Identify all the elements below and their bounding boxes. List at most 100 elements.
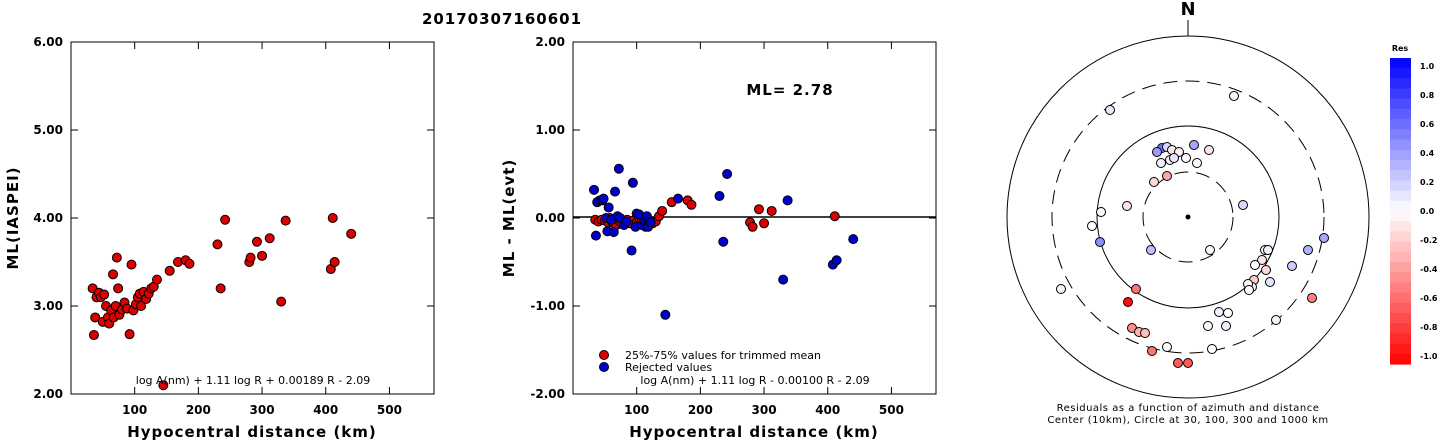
station-residual-point <box>1156 158 1166 168</box>
left-y-axis-label: ML(IASPEI) <box>4 166 22 269</box>
rejected-point <box>589 184 600 195</box>
data-point <box>158 380 169 391</box>
data-point <box>329 257 340 267</box>
x-tick-label: 500 <box>377 403 402 417</box>
station-residual-point <box>1261 265 1271 275</box>
data-point <box>151 274 162 285</box>
rejected-point <box>831 255 842 266</box>
left-x-axis-label: Hypocentral distance (km) <box>127 423 377 441</box>
colorbar-cell <box>1390 68 1411 79</box>
colorbar-cell <box>1390 262 1411 273</box>
station-residual-point <box>1207 344 1217 354</box>
y-tick-label: 6.00 <box>33 35 63 49</box>
trimmed-point <box>766 205 777 216</box>
colorbar-cell <box>1390 109 1411 120</box>
figure-title: 20170307160601 <box>422 10 582 28</box>
polar-caption-line1: Residuals as a function of azimuth and d… <box>1057 403 1320 414</box>
x-tick-label: 200 <box>688 403 713 417</box>
dashed-circle-30km <box>1142 171 1234 263</box>
y-tick-label: -2.00 <box>530 387 565 401</box>
rejected-point <box>848 234 859 245</box>
data-point <box>88 330 99 341</box>
colorbar-tick-label: -0.6 <box>1420 294 1437 303</box>
colorbar-tick-label: 0.2 <box>1420 178 1434 187</box>
rejected-point <box>613 163 624 174</box>
data-point <box>184 258 195 269</box>
polar-caption-line2: Center (10km), Circle at 30, 100, 300 an… <box>1047 415 1328 426</box>
legend-label-rejected: Rejected values <box>625 361 712 374</box>
trimmed-point <box>657 205 668 216</box>
colorbar-cell <box>1390 98 1411 110</box>
rejected-point <box>660 309 671 320</box>
y-tick-label: -1.00 <box>530 299 565 313</box>
colorbar-cell <box>1390 149 1411 161</box>
colorbar-tick-label: -0.4 <box>1420 265 1437 274</box>
colorbar-tick-labels: 1.0 0.8 0.6 0.4 0.2 0.0 -0.2 -0.4 -0.6 -0.8 -1.0 <box>1420 62 1437 361</box>
colorbar-cell <box>1390 221 1411 232</box>
north-label: N <box>1180 0 1195 20</box>
colorbar-tick-label: -0.8 <box>1420 323 1437 332</box>
data-point <box>126 259 137 270</box>
station-residual-point <box>1307 293 1317 303</box>
y-tick-label: 0.00 <box>535 211 565 225</box>
data-point <box>346 228 357 239</box>
colorbar-title: Res <box>1392 44 1409 53</box>
colorbar-cell <box>1390 272 1411 283</box>
station-residual-point <box>1149 177 1159 187</box>
station-residual-point <box>1214 307 1224 317</box>
station-residual-point <box>1056 284 1066 294</box>
y-tick-label: 4.00 <box>33 211 63 225</box>
rejected-point <box>722 169 733 179</box>
x-tick-label: 400 <box>815 403 840 417</box>
rejected-point <box>627 177 638 188</box>
trimmed-point <box>753 204 764 215</box>
ml-value-annotation: ML= 2.78 <box>746 81 833 99</box>
colorbar-tick-label: 1.0 <box>1420 62 1435 71</box>
trimmed-point <box>747 221 758 232</box>
station-residual-point <box>1189 140 1199 150</box>
middle-y-axis-label: ML - ML(evt) <box>500 159 518 277</box>
x-tick-label: 100 <box>624 403 649 417</box>
data-point <box>245 252 256 263</box>
colorbar-cell <box>1390 139 1411 151</box>
outer-circle-1000km <box>1006 35 1370 399</box>
data-point <box>215 283 226 294</box>
station-residual-point <box>1146 245 1156 255</box>
residual-colorbar: Res 1.0 0.8 0.6 0.4 0.2 0.0 -0.2 -0.4 -0.6 -0.8 -1… <box>1390 44 1437 365</box>
magnitude-vs-distance-panel: 100 200 300 400 500 2.00 3.00 4.00 5.00 6.00 log … <box>4 35 435 441</box>
station-residual-point <box>1169 153 1179 163</box>
station-residual-point <box>1204 145 1214 155</box>
legend-label-trimmed: 25%-75% values for trimmed mean <box>625 349 821 362</box>
station-residual-point <box>1250 260 1260 270</box>
station-residual-point <box>1271 315 1281 325</box>
station-residual-point <box>1162 171 1172 181</box>
data-point <box>280 215 291 226</box>
rejected-point <box>598 193 609 204</box>
station-residual-point <box>1147 346 1157 356</box>
colorbar-cell <box>1390 323 1411 334</box>
station-residual-point <box>1287 261 1297 271</box>
colorbar-cell <box>1390 78 1411 90</box>
y-tick-label: 3.00 <box>33 299 63 313</box>
colorbar-cell <box>1390 211 1411 222</box>
station-residual-point <box>1096 207 1106 217</box>
station-residual-point <box>1303 245 1313 255</box>
rejected-point <box>610 186 621 197</box>
colorbar-tick-label: 0.0 <box>1420 207 1435 216</box>
colorbar-cell <box>1390 353 1411 365</box>
station-residual-point <box>1221 321 1231 331</box>
left-axes: 100 200 300 400 500 2.00 3.00 4.00 5.00 6.00 <box>33 35 434 417</box>
colorbar-cell <box>1390 282 1411 294</box>
data-point <box>164 265 175 276</box>
colorbar-cell <box>1390 129 1411 141</box>
x-tick-label: 400 <box>313 403 338 417</box>
middle-x-axis-label: Hypocentral distance (km) <box>629 423 879 441</box>
colorbar-tick-label: 0.6 <box>1420 120 1435 129</box>
colorbar-cell <box>1390 119 1411 130</box>
station-residual-point <box>1183 358 1193 368</box>
legend-marker-trimmed <box>599 350 609 360</box>
circle-100km <box>1096 125 1280 309</box>
x-tick-label: 500 <box>879 403 904 417</box>
y-tick-label: 1.00 <box>535 123 565 137</box>
rejected-point <box>621 216 632 227</box>
